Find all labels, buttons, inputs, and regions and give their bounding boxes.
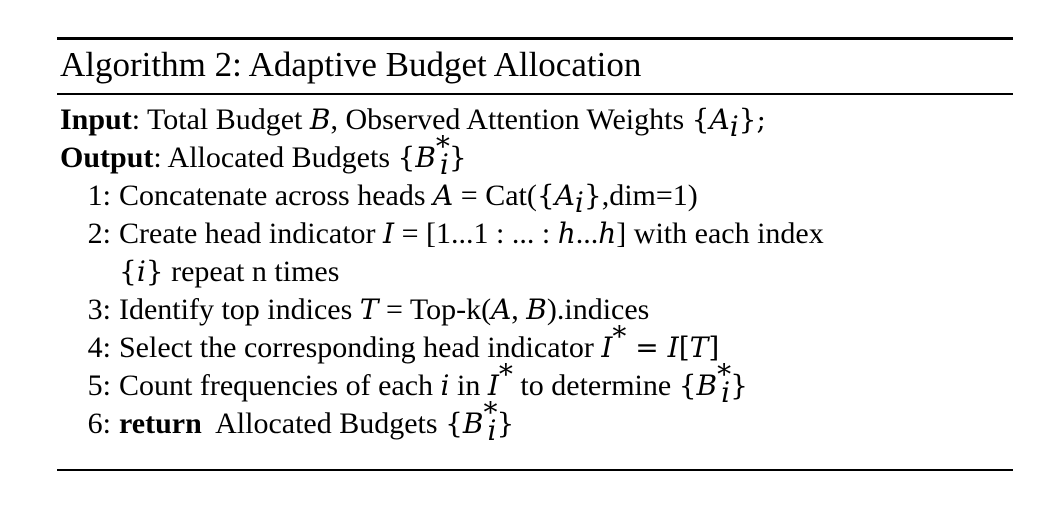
- step-var: I: [383, 217, 395, 250]
- bottom-rule: [57, 469, 1013, 471]
- step-2-continuation: {i} repeat n times: [57, 253, 1013, 291]
- step-sup: *: [498, 358, 513, 391]
- step-var: A: [433, 179, 454, 212]
- step-var: T: [689, 331, 709, 364]
- output-set-open: {: [397, 141, 416, 174]
- step-sup: *: [483, 396, 498, 429]
- step-sub: i: [721, 376, 731, 409]
- step-var: I: [601, 331, 613, 364]
- step-text: Create head indicator: [119, 217, 384, 250]
- step-number: 3:: [87, 293, 111, 326]
- algorithm-body: Input: Total Budget B, Observed Attentio…: [57, 95, 1013, 445]
- output-var-b: B: [415, 141, 436, 174]
- step-text: to determine: [512, 369, 679, 402]
- output-line: Output: Allocated Budgets {B*i}: [57, 133, 1013, 179]
- output-sub: i: [439, 148, 449, 181]
- step-number: 5:: [87, 369, 111, 402]
- step-brace: {: [119, 255, 137, 288]
- step-text: Identify top indices: [119, 293, 360, 326]
- algorithm-title: Algorithm 2: Adaptive Budget Allocation: [60, 45, 642, 84]
- step-brace: {: [445, 407, 463, 440]
- step-var: A: [554, 179, 575, 212]
- step-number: 4:: [87, 331, 111, 364]
- step-var: B: [526, 293, 547, 326]
- input-line: Input: Total Budget B, Observed Attentio…: [57, 101, 1013, 141]
- step-brace: }: [145, 255, 164, 288]
- step-var: B: [696, 369, 718, 402]
- step-text: Concatenate across heads: [119, 179, 434, 212]
- step-brace: {: [536, 179, 555, 212]
- step-brace: {: [678, 369, 697, 402]
- step-4: 4: Select the corresponding head indicato…: [57, 323, 1013, 367]
- step-text: [: [678, 331, 690, 364]
- step-brace: }: [496, 407, 515, 440]
- step-6: 6: return Allocated Budgets {B*i}: [57, 399, 1013, 445]
- return-keyword: return: [119, 407, 202, 440]
- step-var: I: [487, 369, 499, 402]
- step-text: = Cat(: [453, 179, 537, 212]
- step-text: ...: [575, 217, 599, 250]
- step-var: B: [462, 407, 484, 440]
- step-1: 1: Concatenate across heads A = Cat({Ai},…: [57, 177, 1013, 217]
- output-sup: *: [435, 130, 450, 163]
- input-var-a: A: [709, 103, 730, 136]
- input-label: Input: [60, 103, 132, 136]
- step-brace: }: [730, 369, 748, 402]
- step-text: ]: [708, 331, 720, 364]
- step-text: =: [626, 331, 668, 364]
- step-text: = Top-k(: [378, 293, 492, 326]
- step-text: = [1...1 : ... :: [394, 217, 558, 250]
- step-var: h: [557, 217, 576, 250]
- step-var: i: [136, 255, 146, 288]
- step-sub: i: [487, 414, 497, 447]
- step-brace: }: [583, 179, 602, 212]
- step-text: ,: [511, 293, 527, 326]
- output-label: Output: [60, 141, 154, 174]
- top-rule: [57, 37, 1013, 40]
- step-number: 1:: [87, 179, 111, 212]
- step-5: 5: Count frequencies of each i in I* to d…: [57, 361, 1013, 407]
- input-text-b: , Observed Attention Weights: [330, 103, 692, 136]
- step-number: 6:: [87, 407, 111, 440]
- step-text: ] with each index: [616, 217, 824, 250]
- step-text: ).indices: [546, 293, 650, 326]
- step-sup: *: [717, 358, 732, 391]
- step-text: Allocated Budgets: [201, 407, 446, 440]
- step-text: in: [449, 369, 488, 402]
- input-var-b: B: [309, 103, 331, 136]
- input-text-a: : Total Budget: [131, 103, 310, 136]
- step-var: h: [598, 217, 617, 250]
- step-var: I: [667, 331, 679, 364]
- step-sup: *: [612, 320, 627, 353]
- output-text: : Allocated Budgets: [153, 141, 398, 174]
- output-set-close: }: [448, 141, 467, 174]
- step-var: T: [359, 293, 379, 326]
- step-var: A: [491, 293, 512, 326]
- step-text: Select the corresponding head indicator: [119, 331, 602, 364]
- step-text: ,dim=1): [601, 179, 698, 212]
- step-text: Count frequencies of each: [119, 369, 441, 402]
- step-var: i: [440, 369, 450, 402]
- input-set-open: {: [691, 103, 710, 136]
- algorithm-block: Algorithm 2: Adaptive Budget Allocation …: [57, 37, 1013, 471]
- input-set-close: };: [738, 103, 766, 136]
- step-number: 2:: [87, 217, 111, 250]
- title-rule: [57, 93, 1013, 95]
- step-text: repeat n times: [163, 255, 340, 288]
- input-sub-i: i: [729, 110, 739, 143]
- step-2: 2: Create head indicator I = [1...1 : ...…: [57, 215, 1013, 253]
- step-3: 3: Identify top indices T = Top-k(A, B).i…: [57, 291, 1013, 329]
- step-sub: i: [574, 186, 584, 219]
